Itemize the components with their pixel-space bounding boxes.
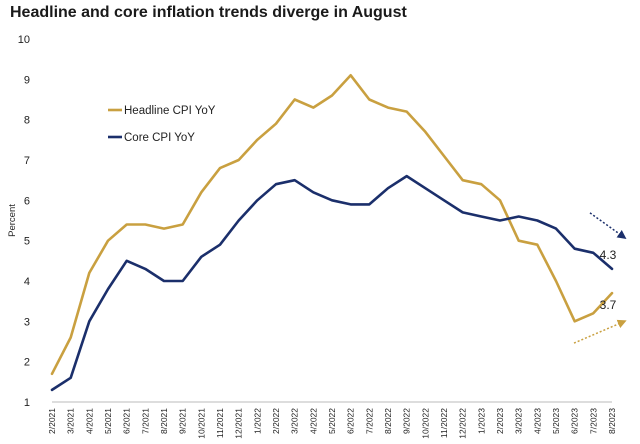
x-tick-label: 6/2023 — [570, 408, 580, 434]
x-tick-label: 8/2022 — [383, 408, 393, 434]
y-tick-label: 5 — [24, 236, 30, 248]
chart-title: Headline and core inflation trends diver… — [10, 4, 407, 21]
x-tick-label: 7/2023 — [588, 408, 598, 434]
series-line-core — [50, 174, 614, 392]
y-tick-label: 10 — [18, 34, 30, 46]
y-tick-label: 8 — [24, 115, 30, 127]
x-tick-label: 8/2023 — [607, 408, 617, 434]
y-tick-label: 4 — [24, 276, 30, 288]
x-tick-label: 11/2021 — [215, 408, 225, 438]
legend-label-core: Core CPI YoY — [124, 132, 195, 144]
x-tick-label: 7/2021 — [140, 408, 150, 434]
x-tick-label: 9/2021 — [178, 408, 188, 434]
x-tick-label: 12/2022 — [458, 408, 468, 439]
x-tick-label: 3/2023 — [514, 408, 524, 434]
x-tick-label: 7/2022 — [364, 408, 374, 434]
x-tick-label: 3/2021 — [66, 408, 76, 434]
y-tick-label: 2 — [24, 357, 30, 369]
x-tick-label: 11/2022 — [439, 408, 449, 438]
y-axis-label: Percent — [7, 204, 18, 237]
x-tick-label: 2/2021 — [47, 408, 57, 434]
x-tick-label: 6/2022 — [346, 408, 356, 434]
trend-arrow-headline — [573, 319, 627, 344]
x-tick-label: 9/2022 — [402, 408, 412, 434]
series-line-headline — [50, 74, 614, 376]
x-tick-label: 2/2023 — [495, 408, 505, 434]
y-tick-label: 7 — [24, 155, 30, 167]
x-tick-label: 8/2021 — [159, 408, 169, 434]
y-tick-label: 1 — [24, 397, 30, 409]
x-tick-label: 5/2022 — [327, 408, 337, 434]
x-tick-label: 1/2022 — [252, 408, 262, 434]
x-tick-label: 4/2023 — [532, 408, 542, 434]
x-tick-label: 2/2022 — [271, 408, 281, 434]
end-label-core: 4.3 — [600, 248, 617, 262]
x-tick-label: 10/2022 — [420, 408, 430, 439]
x-tick-label: 3/2022 — [290, 408, 300, 434]
legend-label-headline: Headline CPI YoY — [124, 105, 216, 117]
x-tick-label: 4/2022 — [308, 408, 318, 434]
x-tick-label: 5/2021 — [103, 408, 113, 434]
x-tick-label: 1/2023 — [476, 408, 486, 434]
x-tick-label: 5/2023 — [551, 408, 561, 434]
x-tick-label: 10/2021 — [196, 408, 206, 439]
x-tick-label: 4/2021 — [84, 408, 94, 434]
y-tick-label: 3 — [24, 316, 30, 328]
end-label-headline: 3.7 — [600, 298, 617, 312]
y-tick-label: 9 — [24, 74, 30, 86]
trend-arrow-core — [589, 212, 627, 239]
x-tick-label: 6/2021 — [122, 408, 132, 434]
y-tick-label: 6 — [24, 195, 30, 207]
x-tick-label: 12/2021 — [234, 408, 244, 439]
